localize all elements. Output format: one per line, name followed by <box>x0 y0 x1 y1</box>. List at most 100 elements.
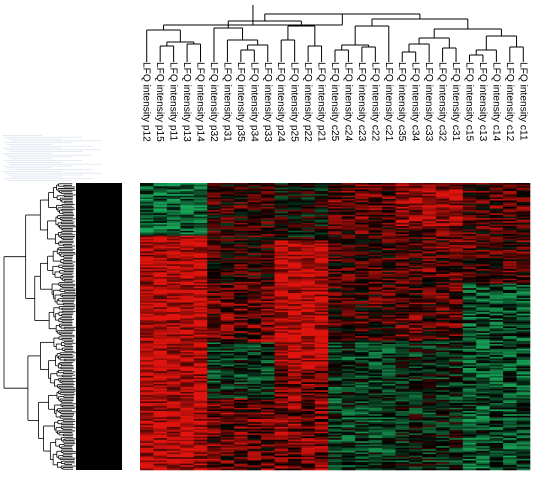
heatmap-cell <box>274 192 289 195</box>
heatmap-cell <box>247 396 262 399</box>
heatmap-cell <box>180 320 195 323</box>
heatmap-cell <box>449 331 464 334</box>
heatmap-cell <box>220 186 235 189</box>
heatmap-cell <box>449 294 464 297</box>
heatmap-cell <box>220 254 235 257</box>
heatmap-cell <box>287 205 302 208</box>
heatmap-cell <box>220 214 235 217</box>
heatmap-cell <box>395 195 410 198</box>
heatmap-cell <box>261 221 275 224</box>
heatmap-cell <box>234 372 248 375</box>
heatmap-cell <box>234 203 248 206</box>
heatmap-cell <box>220 342 235 345</box>
heatmap-cell <box>287 417 302 420</box>
heatmap-cell <box>422 363 437 366</box>
heatmap-cell <box>301 203 316 206</box>
heatmap-cell <box>261 286 275 289</box>
heatmap-cell <box>247 300 262 303</box>
heatmap-cell <box>234 361 248 364</box>
heatmap-cell <box>516 269 531 271</box>
heatmap-cell <box>516 398 531 401</box>
heatmap-cell <box>180 194 195 197</box>
heatmap-cell <box>193 411 208 413</box>
heatmap-cell <box>382 265 396 268</box>
heatmap-cell <box>301 315 316 318</box>
heatmap-cell <box>153 264 168 267</box>
heatmap-cell <box>274 336 289 338</box>
heatmap-cell <box>301 224 316 227</box>
heatmap-cell <box>166 195 181 198</box>
heatmap-cell <box>368 293 383 295</box>
heatmap-cell <box>180 280 195 283</box>
heatmap-cell <box>301 363 316 366</box>
heatmap-cell <box>449 377 464 380</box>
heatmap-cell <box>274 259 289 262</box>
heatmap-cell <box>489 348 504 351</box>
heatmap-cell <box>193 399 208 402</box>
heatmap-cell <box>341 265 356 268</box>
heatmap-cell <box>287 280 302 283</box>
heatmap-cell <box>355 243 369 246</box>
heatmap-cell <box>234 315 248 318</box>
heatmap-cell <box>328 328 343 330</box>
heatmap-cell <box>503 407 517 410</box>
heatmap-cell <box>382 395 396 397</box>
heatmap-cell <box>408 412 423 415</box>
heatmap-cell <box>193 211 208 214</box>
heatmap-cell <box>368 313 383 316</box>
heatmap-cell <box>207 374 221 377</box>
heatmap-cell <box>220 213 235 216</box>
heatmap-cell <box>207 369 221 372</box>
heatmap-cell <box>274 275 289 278</box>
heatmap-cell <box>140 245 154 248</box>
heatmap-cell <box>234 367 248 370</box>
heatmap-cell <box>489 332 504 335</box>
heatmap-cell <box>166 356 181 359</box>
heatmap-cell <box>503 377 517 380</box>
heatmap-cell <box>462 277 477 279</box>
heatmap-cell <box>503 396 517 399</box>
heatmap-cell <box>234 380 248 383</box>
heatmap-cell <box>314 403 329 405</box>
heatmap-cell <box>422 414 437 417</box>
heatmap-cell <box>516 411 531 413</box>
heatmap-cell <box>355 206 369 209</box>
heatmap-cell <box>355 249 369 252</box>
heatmap-cell <box>435 237 450 240</box>
heatmap-cell <box>341 273 356 276</box>
heatmap-cell <box>368 262 383 265</box>
heatmap-cell <box>489 227 504 230</box>
heatmap-cell <box>503 264 517 267</box>
heatmap-cell <box>220 331 235 334</box>
heatmap-cell <box>207 320 221 323</box>
heatmap-cell <box>274 382 289 385</box>
heatmap-cell <box>153 353 168 356</box>
heatmap-cell <box>140 226 154 228</box>
heatmap-cell <box>328 347 343 350</box>
heatmap-cell <box>435 407 450 410</box>
heatmap-cell <box>462 222 477 225</box>
heatmap-cell <box>328 337 343 340</box>
heatmap-cell <box>382 396 396 399</box>
heatmap-cell <box>193 374 208 377</box>
heatmap-cell <box>140 315 154 318</box>
heatmap-cell <box>287 418 302 421</box>
heatmap-cell <box>422 308 437 311</box>
heatmap-cell <box>503 270 517 273</box>
heatmap-cell <box>193 337 208 340</box>
heatmap-cell <box>422 240 437 243</box>
heatmap-cell <box>153 312 168 315</box>
heatmap-cell <box>395 283 410 286</box>
heatmap-cell <box>476 412 490 415</box>
heatmap-cell <box>220 407 235 410</box>
heatmap-cell <box>476 289 490 292</box>
heatmap-cell <box>395 390 410 393</box>
heatmap-cell <box>516 245 531 248</box>
column-label: LFQ intensity c13 <box>477 62 488 142</box>
heatmap-cell <box>220 218 235 220</box>
heatmap-cell <box>341 296 356 299</box>
heatmap-cell <box>503 219 517 222</box>
heatmap-cell <box>489 249 504 252</box>
heatmap-cell <box>462 200 477 203</box>
heatmap-cell <box>234 286 248 289</box>
